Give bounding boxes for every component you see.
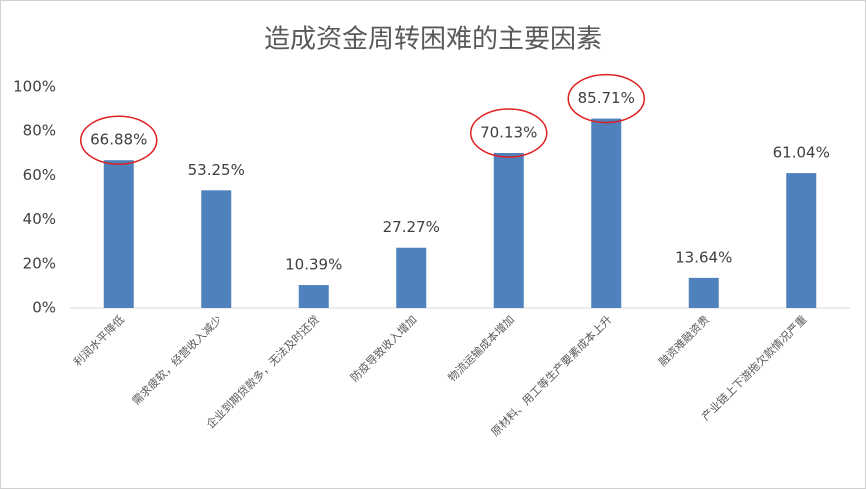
- y-tick-label: 40%: [23, 210, 56, 228]
- bar: [396, 247, 427, 308]
- value-label: 66.88%: [90, 131, 147, 149]
- bar: [103, 160, 134, 308]
- bar: [591, 118, 622, 308]
- value-label: 85.71%: [578, 89, 635, 107]
- value-label: 53.25%: [188, 161, 245, 179]
- y-tick-label: 80%: [23, 122, 56, 140]
- chart-title: 造成资金周转困难的主要因素: [264, 25, 602, 55]
- bar: [298, 285, 329, 308]
- bar: [493, 153, 524, 308]
- highlight-circle: [80, 115, 158, 165]
- value-label: 10.39%: [285, 256, 342, 274]
- value-label: 13.64%: [675, 248, 732, 266]
- highlight-circle: [470, 108, 548, 158]
- bar: [201, 190, 232, 308]
- y-tick-label: 60%: [23, 166, 56, 184]
- bar: [688, 277, 719, 308]
- value-label: 70.13%: [480, 124, 537, 142]
- y-tick-label: 20%: [23, 254, 56, 272]
- bar: [786, 173, 817, 308]
- value-label: 61.04%: [773, 144, 830, 162]
- value-label: 27.27%: [383, 218, 440, 236]
- highlight-circle: [567, 73, 645, 124]
- y-tick-label: 0%: [32, 299, 56, 317]
- y-tick-label: 100%: [13, 78, 56, 96]
